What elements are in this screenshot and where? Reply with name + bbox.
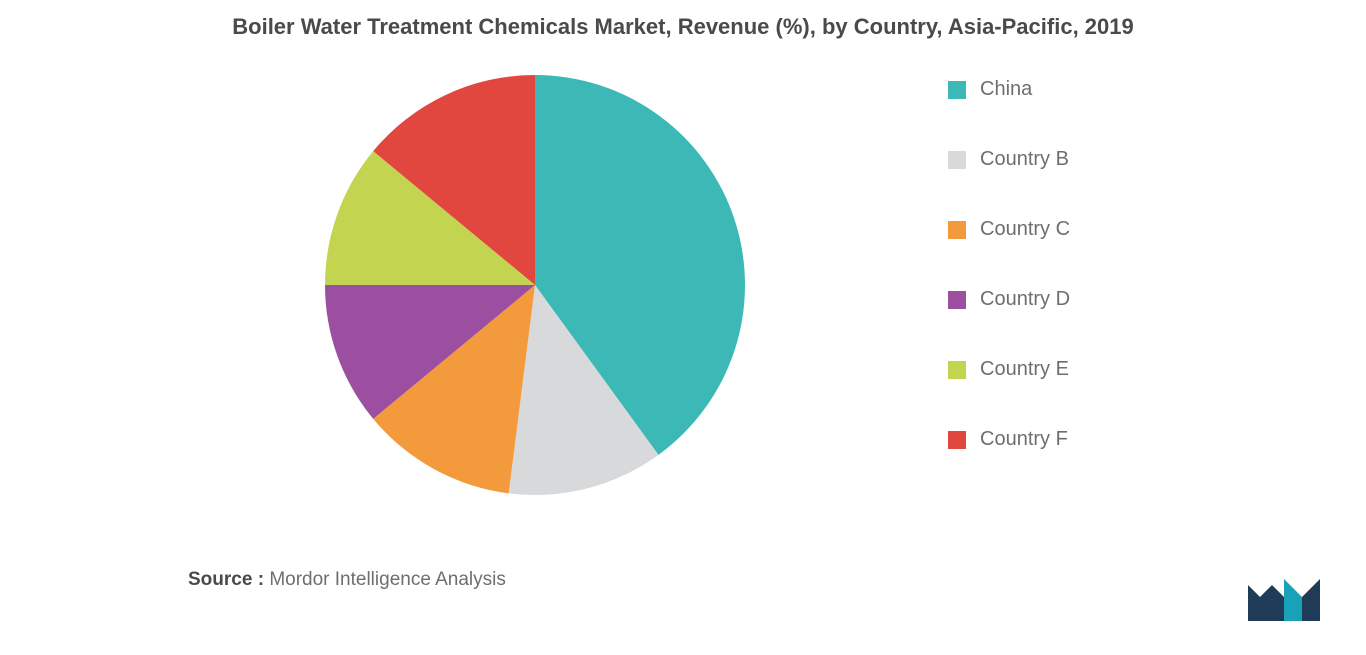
legend-label: Country B [980,148,1069,171]
legend-item: Country E [948,358,1070,381]
pie-chart [320,70,750,500]
legend-item: China [948,78,1070,101]
legend-swatch [948,291,966,309]
legend-item: Country D [948,288,1070,311]
legend-label: Country D [980,288,1070,311]
legend-item: Country B [948,148,1070,171]
legend-swatch [948,221,966,239]
legend-label: Country C [980,218,1070,241]
legend-swatch [948,361,966,379]
legend-item: Country F [948,428,1070,451]
source-line: Source : Mordor Intelligence Analysis [188,569,506,591]
brand-logo [1248,575,1334,621]
legend: China Country B Country C Country D Country … [948,78,1070,451]
legend-swatch [948,151,966,169]
chart-title: Boiler Water Treatment Chemicals Market,… [0,14,1366,40]
legend-swatch [948,431,966,449]
legend-swatch [948,81,966,99]
legend-item: Country C [948,218,1070,241]
legend-label: Country E [980,358,1069,381]
source-text: Mordor Intelligence Analysis [269,569,506,590]
source-label: Source : [188,569,264,590]
legend-label: Country F [980,428,1068,451]
legend-label: China [980,78,1032,101]
